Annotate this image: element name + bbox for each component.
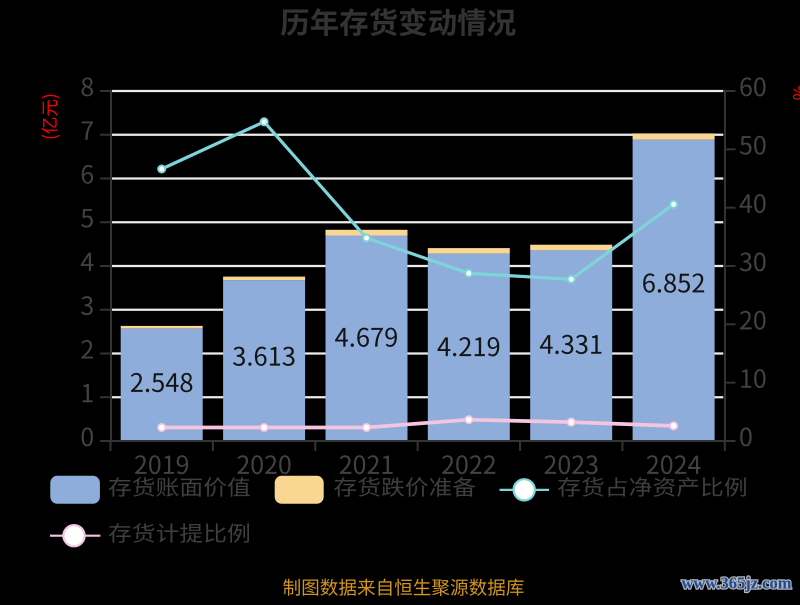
svg-text:www.365jz.com: www.365jz.com <box>682 574 792 593</box>
